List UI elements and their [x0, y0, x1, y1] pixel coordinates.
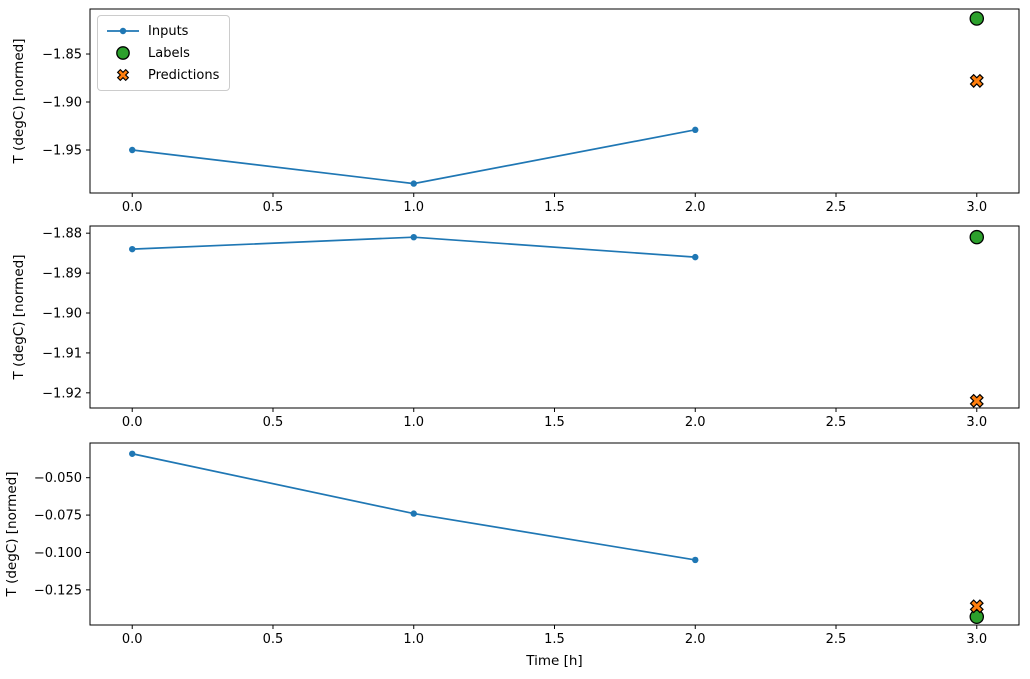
- x-tick-label: 0.5: [263, 415, 284, 430]
- y-tick-label: −1.95: [42, 143, 82, 158]
- inputs-point: [129, 146, 136, 154]
- subplot-2: 0.0 0.5 1.0 1.5 2.0 2.5 3.0 −1.88 −1.89 −1.90 −1.9…: [11, 225, 1020, 430]
- series-inputs: [129, 126, 699, 187]
- axes-frame: [89, 225, 1020, 409]
- series-labels: [969, 609, 985, 625]
- series-predictions: [969, 73, 984, 88]
- y-axis-label: T (degC) [normed]: [11, 255, 27, 381]
- y-tick-label: −1.92: [42, 386, 82, 401]
- x-tick-label: 2.5: [826, 200, 847, 215]
- x-tick-label: 3.0: [966, 200, 987, 215]
- predictions-point: [969, 393, 984, 408]
- inputs-point: [692, 556, 699, 564]
- inputs-line: [132, 129, 696, 185]
- series-labels: [969, 11, 985, 26]
- series-labels: [969, 229, 985, 245]
- predictions-x-icon: [105, 67, 141, 83]
- inputs-point: [692, 126, 699, 134]
- subplot-3: 0.0 0.5 1.0 1.5 2.0 2.5 3.0 −0.050 −0.075 −0.100 −…: [4, 442, 1020, 669]
- inputs-point: [129, 450, 136, 457]
- x-tick-label: 0.0: [122, 632, 143, 647]
- series-predictions: [969, 393, 984, 408]
- y-tick-label: −1.90: [42, 96, 82, 111]
- y-tick-label: −1.88: [42, 227, 82, 242]
- y-tick-label: −0.125: [34, 583, 82, 598]
- y-tick-label: −1.90: [42, 307, 82, 322]
- x-tick-label: 0.5: [263, 200, 284, 215]
- x-tick-label: 1.5: [544, 632, 565, 647]
- y-axis-label: T (degC) [normed]: [4, 472, 20, 598]
- x-tick-label: 2.0: [685, 415, 706, 430]
- x-tick-label: 1.0: [403, 200, 424, 215]
- legend-item-labels: Labels: [105, 43, 219, 63]
- legend: Inputs Labels Predictions: [97, 15, 231, 91]
- y-tick-label: −0.100: [34, 546, 82, 561]
- predictions-point: [969, 73, 984, 88]
- axes-frame: [89, 442, 1020, 626]
- legend-item-predictions: Predictions: [105, 65, 219, 85]
- x-tick-label: 2.0: [685, 200, 706, 215]
- series-inputs: [129, 450, 699, 564]
- inputs-point: [410, 510, 417, 517]
- labels-point: [969, 11, 985, 26]
- inputs-point: [410, 233, 417, 241]
- inputs-point: [692, 253, 699, 261]
- predictions-point: [969, 599, 984, 614]
- labels-circle-icon: [105, 45, 141, 61]
- x-tick-label: 2.5: [826, 415, 847, 430]
- labels-point: [969, 609, 985, 625]
- legend-label-inputs: Inputs: [148, 23, 189, 39]
- x-tick-label: 0.0: [122, 200, 143, 215]
- y-tick-label: −0.075: [34, 509, 82, 524]
- x-tick-label: 1.0: [403, 415, 424, 430]
- inputs-point: [410, 180, 417, 187]
- y-tick-label: −1.91: [42, 346, 82, 361]
- legend-label-predictions: Predictions: [148, 67, 220, 83]
- series-predictions: [969, 599, 984, 614]
- legend-label-labels: Labels: [148, 45, 190, 61]
- inputs-point: [129, 245, 136, 253]
- x-tick-label: 0.0: [122, 415, 143, 430]
- y-tick-label: −1.85: [42, 48, 82, 63]
- inputs-line: [132, 452, 696, 561]
- labels-point: [969, 229, 985, 245]
- series-inputs: [129, 233, 699, 261]
- x-tick-label: 3.0: [966, 415, 987, 430]
- x-tick-label: 1.0: [403, 632, 424, 647]
- subplot-1: 0.0 0.5 1.0 1.5 2.0 2.5 3.0 −1.85 −1.90 −1.95 T (d…: [11, 8, 1020, 215]
- legend-item-inputs: Inputs: [105, 21, 219, 41]
- y-tick-label: −1.89: [42, 267, 82, 282]
- x-tick-label: 1.5: [544, 415, 565, 430]
- x-tick-label: 1.5: [544, 200, 565, 215]
- x-tick-label: 2.0: [685, 632, 706, 647]
- y-axis-label: T (degC) [normed]: [11, 39, 27, 165]
- x-axis-label: Time [h]: [525, 653, 582, 669]
- y-tick-label: −0.050: [34, 471, 82, 486]
- x-tick-label: 0.5: [263, 632, 284, 647]
- inputs-line-icon: [105, 23, 141, 39]
- x-tick-label: 2.5: [826, 632, 847, 647]
- x-tick-label: 3.0: [966, 632, 987, 647]
